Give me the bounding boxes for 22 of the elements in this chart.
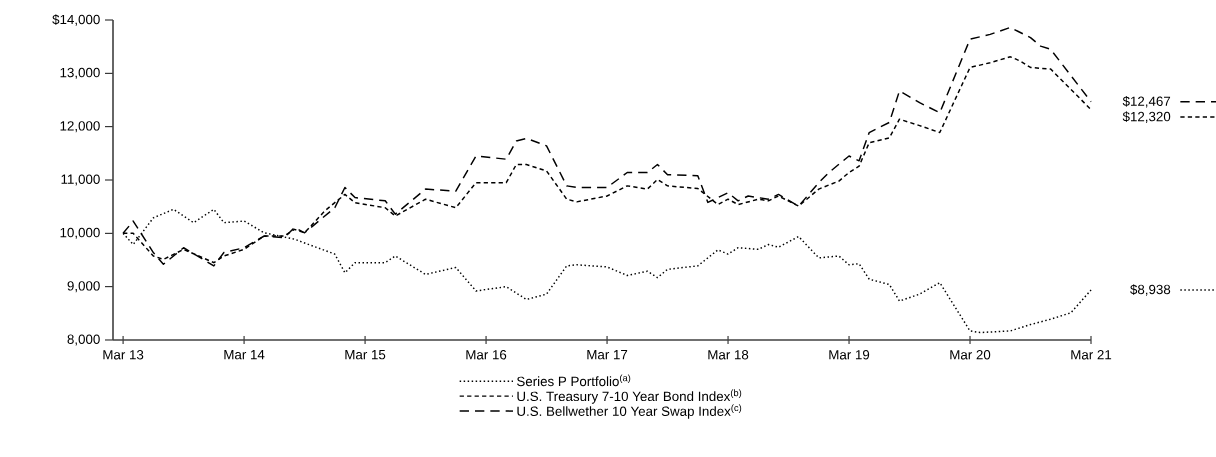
x-tick-label: Mar 15 — [345, 350, 386, 360]
x-tick-label: Mar 14 — [224, 350, 265, 360]
annotation: $12,320 — [1122, 111, 1171, 123]
legend-label: U.S. Treasury 7-10 Year Bond Index$^{(b)}$ — [517, 389, 742, 404]
y-tick-label: 12,000 — [60, 121, 100, 133]
legend-label: U.S. Bellwether 10 Year Swap Index$^{(c)}$ — [517, 404, 742, 419]
y-tick-label: 9,000 — [67, 281, 100, 293]
x-tick-label: Mar 19 — [829, 350, 870, 360]
y-tick-label: $14,000 — [52, 14, 100, 26]
x-tick-label: Mar 16 — [466, 350, 507, 360]
x-tick-label: Mar 20 — [950, 350, 991, 360]
y-tick-label: 8,000 — [67, 334, 100, 346]
x-tick-label: Mar 17 — [587, 350, 628, 360]
legend-label: Series P Portfolio$^{(a)}$ — [517, 374, 631, 387]
x-tick-label: Mar 13 — [103, 350, 144, 360]
y-tick-label: 10,000 — [60, 227, 100, 239]
annotation: $12,467 — [1122, 95, 1171, 108]
y-tick-label: 13,000 — [60, 67, 100, 79]
annotation: $8,938 — [1130, 284, 1171, 296]
x-tick-label: Mar 21 — [1071, 350, 1112, 360]
y-tick-label: 11,000 — [61, 174, 100, 186]
x-tick-label: Mar 18 — [708, 350, 749, 360]
